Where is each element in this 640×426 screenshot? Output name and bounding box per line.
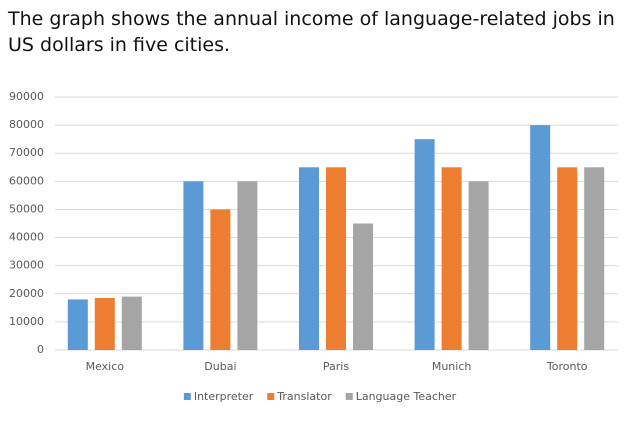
x-tick-label: Mexico [86,360,125,373]
bar [67,299,88,350]
y-tick-label: 20000 [9,287,44,300]
x-tick-label: Toronto [546,360,588,373]
bar [441,167,462,350]
x-tick-label: Dubai [204,360,236,373]
bar [183,181,204,350]
y-tick-label: 30000 [9,259,44,272]
y-tick-label: 70000 [9,146,44,159]
bar [121,296,142,350]
legend-label: Language Teacher [356,390,457,403]
y-tick-label: 0 [37,343,44,356]
bar [468,181,489,350]
chart-title: The graph shows the annual income of lan… [8,8,615,56]
x-tick-label: Munich [432,360,472,373]
y-tick-label: 50000 [9,202,44,215]
legend-label: Translator [276,390,332,403]
x-tick-label: Paris [323,360,349,373]
legend-marker [183,393,191,400]
bar [299,167,319,350]
legend-label: Interpreter [194,390,254,403]
bar [414,139,435,350]
bar [353,223,373,350]
bar [530,125,551,350]
y-tick-label: 90000 [9,90,44,103]
y-tick-label: 60000 [9,174,44,187]
legend-marker [345,393,353,400]
bar [94,297,115,350]
y-tick-label: 40000 [9,231,44,244]
bar [237,181,258,350]
bar [557,167,578,350]
y-tick-label: 80000 [9,118,44,131]
legend-marker [267,393,275,400]
bar [326,167,346,350]
bar [210,209,231,350]
y-tick-label: 10000 [9,315,44,328]
bar [584,167,605,350]
